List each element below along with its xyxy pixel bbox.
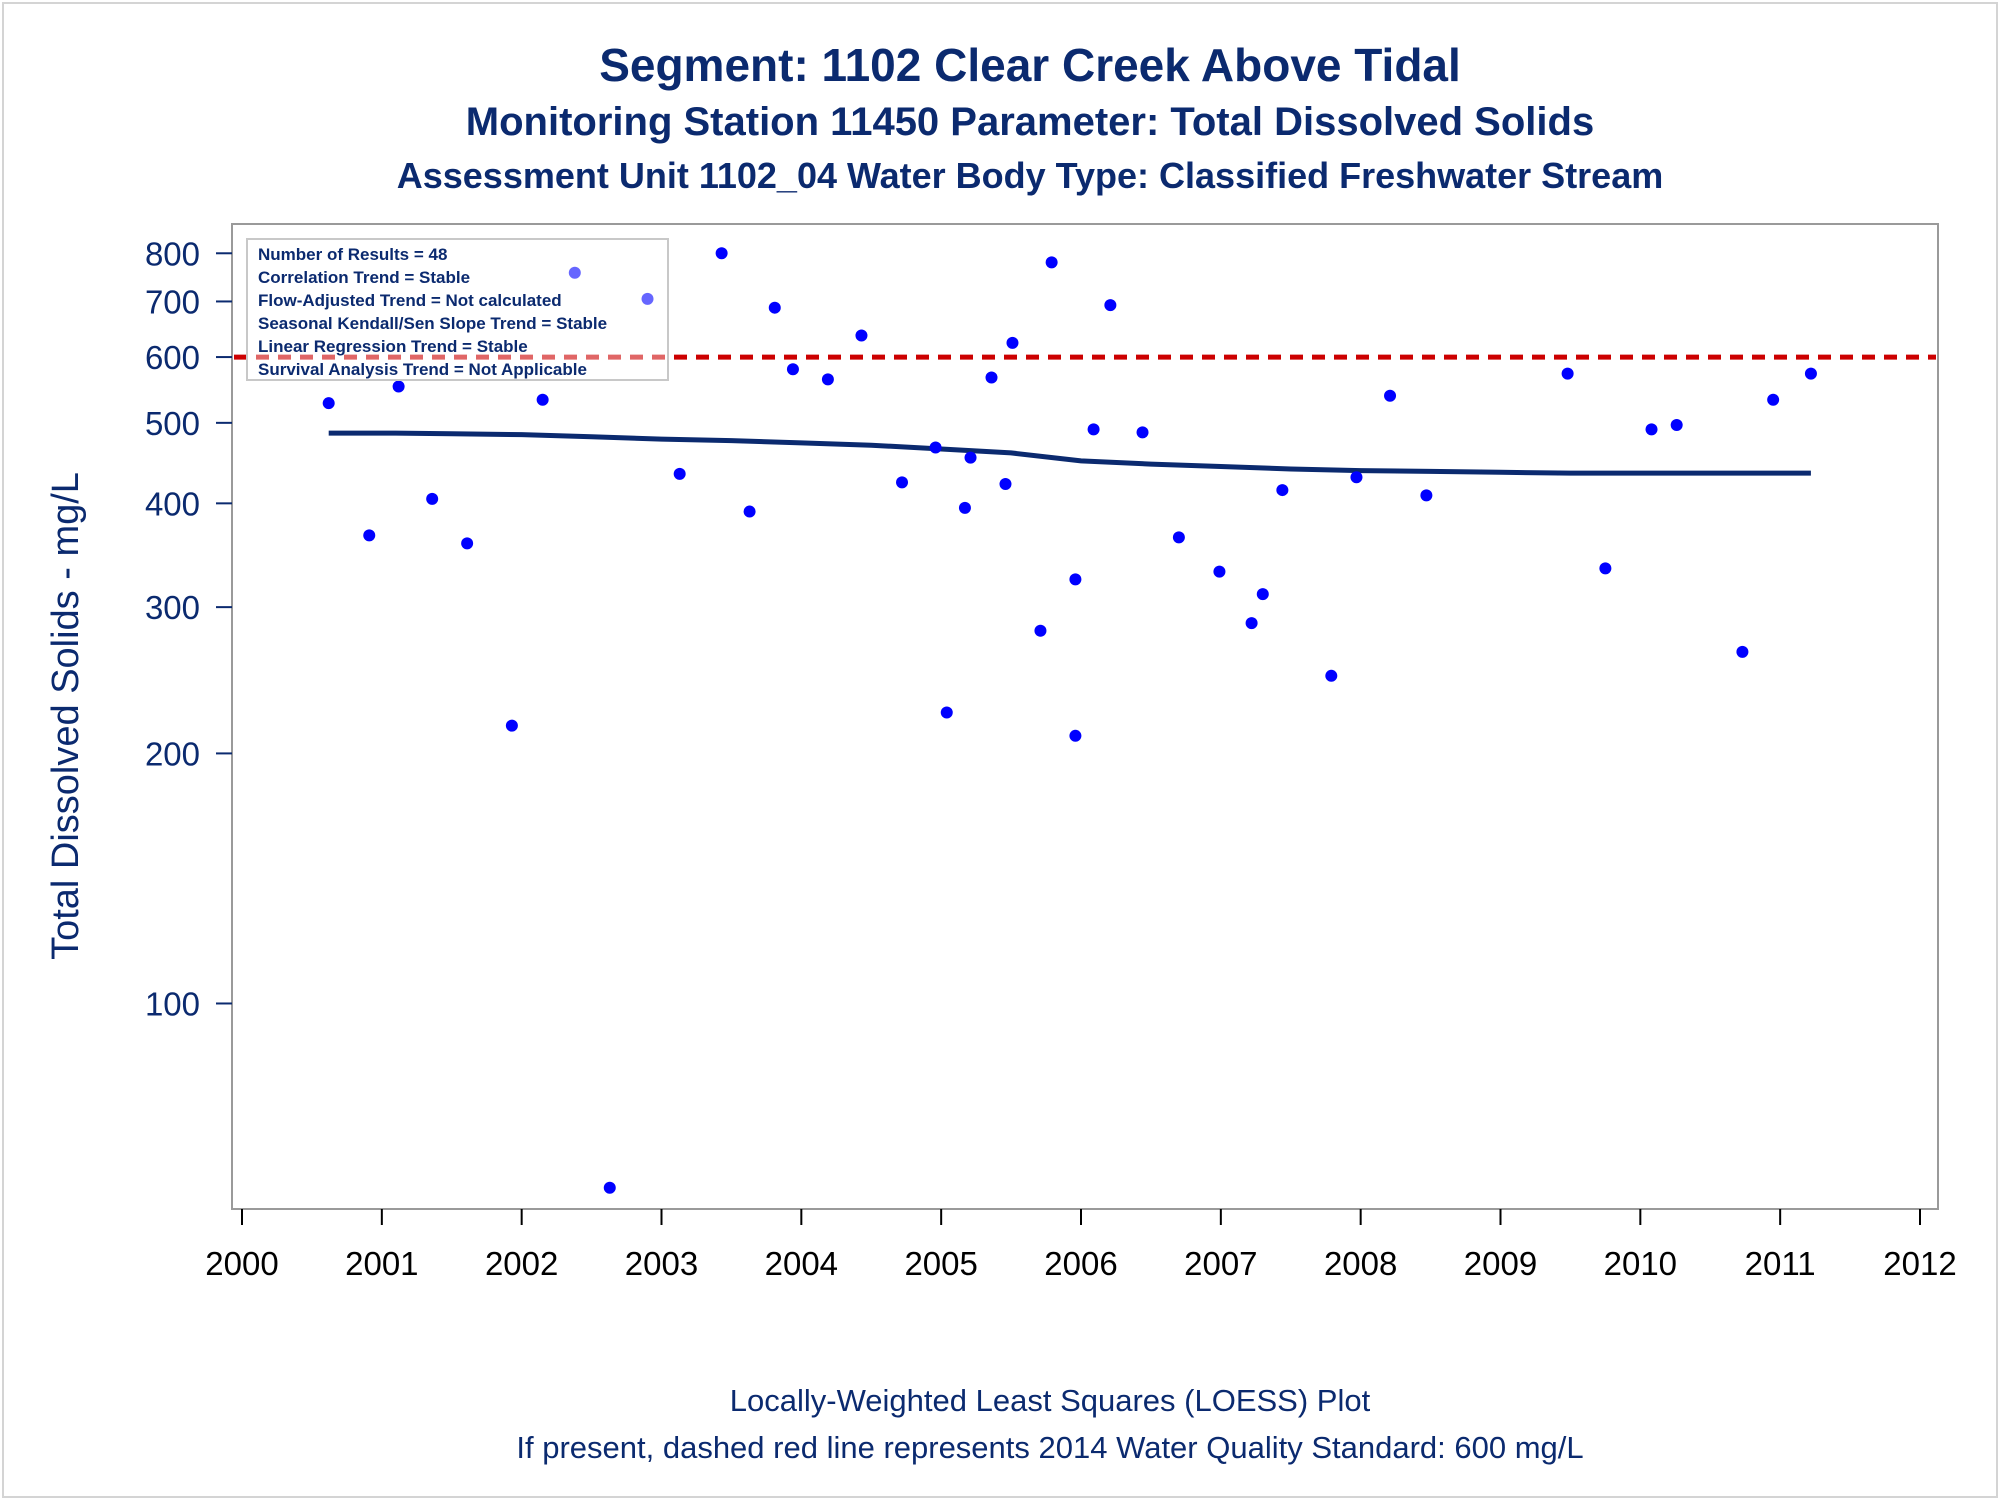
- x-tick-label-2007: 2007: [1184, 1245, 1257, 1282]
- data-point: [768, 301, 781, 314]
- data-point: [1245, 617, 1258, 630]
- x-tick-label-2002: 2002: [485, 1245, 558, 1282]
- data-point: [673, 467, 686, 480]
- data-point: [985, 371, 998, 384]
- data-point: [1213, 565, 1226, 578]
- data-point: [1104, 299, 1117, 312]
- data-point: [1172, 531, 1185, 544]
- stats-box: [246, 238, 669, 381]
- y-axis: 100 200 300 400 500 600 700 800: [145, 235, 232, 1022]
- data-point: [1767, 393, 1780, 406]
- data-points: [322, 247, 1817, 1194]
- y-tick-label-100: 100: [145, 985, 200, 1022]
- stats-line-4: Seasonal Kendall/Sen Slope Trend = Stabl…: [258, 314, 607, 333]
- y-tick-label-300: 300: [145, 589, 200, 626]
- data-point: [1256, 588, 1269, 601]
- data-point: [1736, 645, 1749, 658]
- data-point: [929, 441, 942, 454]
- data-point: [786, 363, 799, 376]
- data-point: [1069, 573, 1082, 586]
- data-point: [1276, 484, 1289, 497]
- y-tick-label-600: 600: [145, 339, 200, 376]
- stats-line-6: Survival Analysis Trend = Not Applicable: [258, 360, 587, 379]
- x-tick-label-2004: 2004: [765, 1245, 838, 1282]
- data-point: [1420, 489, 1433, 502]
- x-tick-label-2010: 2010: [1604, 1245, 1677, 1282]
- stats-line-5: Linear Regression Trend = Stable: [258, 337, 528, 356]
- stats-line-2: Correlation Trend = Stable: [258, 268, 470, 287]
- data-point: [505, 719, 518, 732]
- x-tick-label-2003: 2003: [625, 1245, 698, 1282]
- data-point: [999, 478, 1012, 491]
- x-tick-label-2005: 2005: [904, 1245, 977, 1282]
- data-point: [426, 492, 439, 505]
- footnote-standard: If present, dashed red line represents 2…: [516, 1430, 1584, 1465]
- data-point: [1645, 423, 1658, 436]
- data-point: [392, 380, 405, 393]
- plot-area: [231, 223, 1939, 1210]
- y-tick-label-200: 200: [145, 735, 200, 772]
- data-point: [363, 529, 376, 542]
- y-tick-label-500: 500: [145, 405, 200, 442]
- data-point: [1006, 336, 1019, 349]
- stats-line-3: Flow-Adjusted Trend = Not calculated: [258, 291, 562, 310]
- data-point: [1599, 562, 1612, 575]
- y-tick-label-800: 800: [145, 235, 200, 272]
- data-point: [1069, 729, 1082, 742]
- chart-title: Segment: 1102 Clear Creek Above Tidal: [599, 39, 1461, 91]
- data-point: [1804, 367, 1817, 380]
- x-tick-label-2011: 2011: [1745, 1245, 1816, 1282]
- x-tick-label-2012: 2012: [1883, 1245, 1956, 1282]
- data-point: [1034, 624, 1047, 637]
- data-point: [958, 501, 971, 514]
- data-point: [743, 505, 756, 518]
- x-tick-label-2008: 2008: [1324, 1245, 1397, 1282]
- y-axis-label: Total Dissolved Solids - mg/L: [45, 472, 87, 960]
- data-point: [568, 266, 581, 279]
- data-point: [603, 1181, 616, 1194]
- data-point: [855, 329, 868, 342]
- footnote-loess: Locally-Weighted Least Squares (LOESS) P…: [729, 1383, 1371, 1418]
- data-point: [896, 476, 909, 489]
- y-tick-label-700: 700: [145, 283, 200, 320]
- data-point: [461, 537, 474, 550]
- data-point: [641, 292, 654, 305]
- loess-line: [328, 430, 1811, 476]
- data-point: [1350, 471, 1363, 484]
- data-point: [821, 373, 834, 386]
- data-point: [1045, 256, 1058, 269]
- data-point: [1087, 423, 1100, 436]
- data-point: [1561, 367, 1574, 380]
- x-tick-label-2001: 2001: [345, 1245, 418, 1282]
- chart-subtitle: Monitoring Station 11450 Parameter: Tota…: [465, 100, 1595, 144]
- data-point: [1136, 426, 1149, 439]
- chart-subtitle-2: Assessment Unit 1102_04 Water Body Type:…: [396, 155, 1664, 196]
- data-point: [1325, 669, 1338, 682]
- stats-line-1: Number of Results = 48: [258, 245, 447, 264]
- x-axis: 2000 2001 2002 2003 2004 2005 2006 2007 2008 2009…: [205, 1209, 1957, 1282]
- data-point: [1384, 389, 1397, 402]
- data-point: [964, 451, 977, 464]
- data-point: [536, 393, 549, 406]
- data-point: [322, 397, 335, 410]
- stats-text-group: Number of Results = 48 Correlation Trend …: [258, 245, 607, 379]
- x-tick-label-2006: 2006: [1044, 1245, 1117, 1282]
- x-tick-label-2000: 2000: [205, 1245, 278, 1282]
- data-point: [940, 706, 953, 719]
- x-tick-label-2009: 2009: [1464, 1245, 1537, 1282]
- data-point: [1670, 419, 1683, 432]
- y-tick-label-400: 400: [145, 485, 200, 522]
- data-point: [715, 247, 728, 260]
